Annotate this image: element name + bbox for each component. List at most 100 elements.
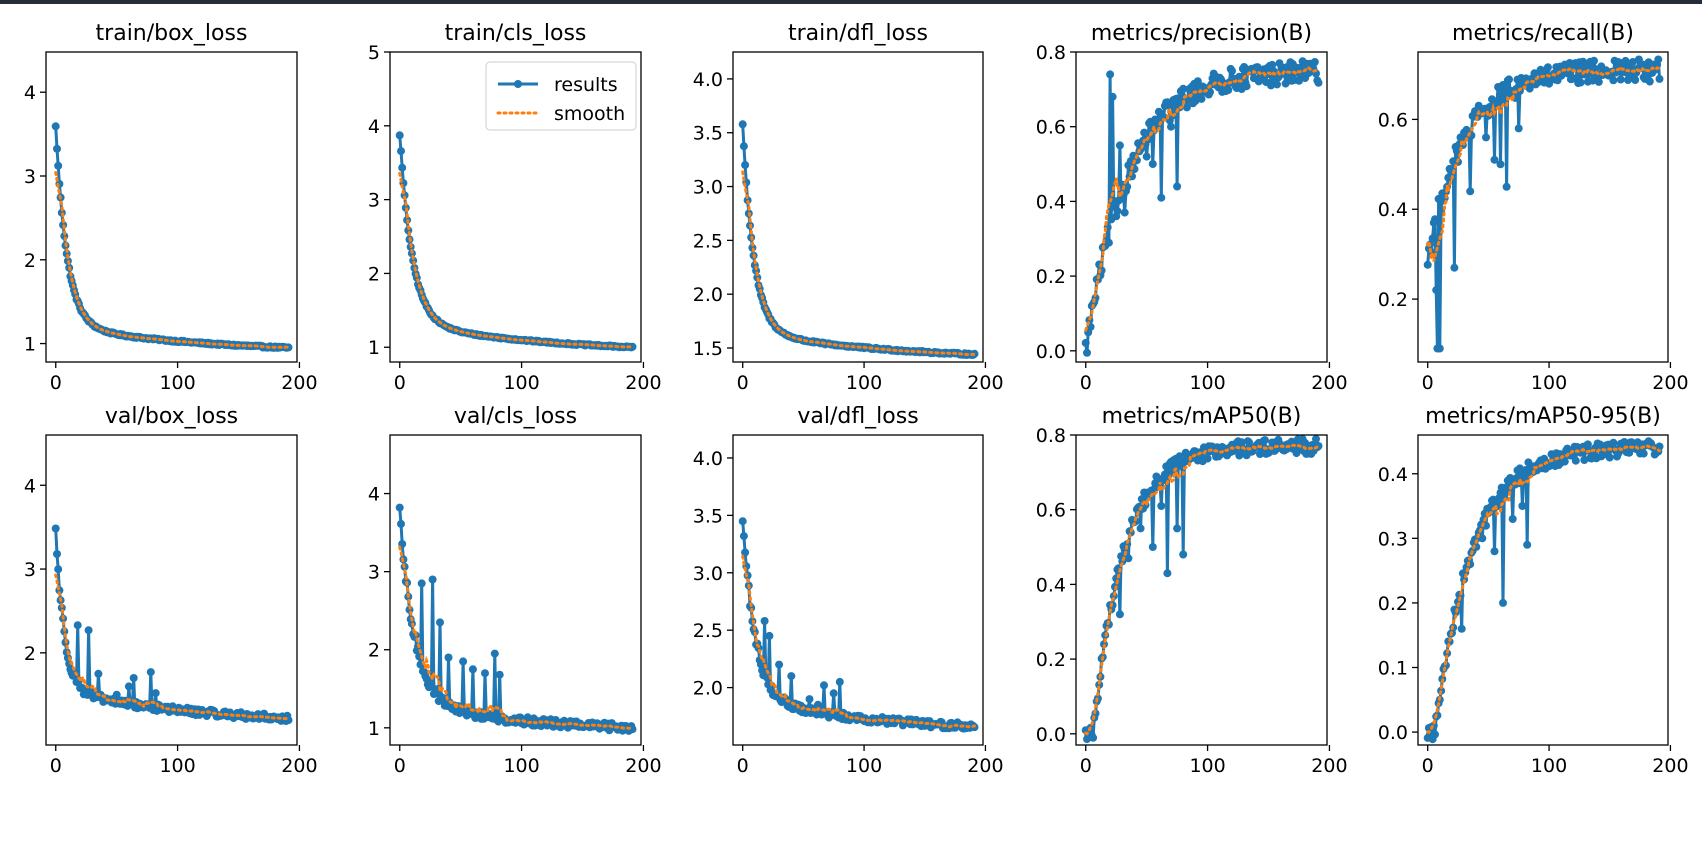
x-tick-label: 200 bbox=[967, 755, 1003, 777]
y-tick-label: 0.8 bbox=[1036, 42, 1066, 64]
axes-frame bbox=[1075, 434, 1328, 746]
results-point bbox=[1106, 70, 1115, 79]
x-tick-label: 0 bbox=[1422, 372, 1434, 394]
results-point bbox=[1478, 534, 1487, 543]
axes-frame bbox=[732, 434, 984, 746]
results-point bbox=[53, 550, 61, 558]
results-point bbox=[54, 565, 63, 574]
results-point bbox=[84, 626, 93, 635]
results-point bbox=[1245, 438, 1253, 447]
results-point bbox=[1314, 78, 1323, 87]
results-point bbox=[146, 668, 155, 677]
y-tick-label: 5 bbox=[368, 42, 380, 64]
results-point bbox=[1502, 182, 1511, 191]
results-markers bbox=[738, 517, 979, 733]
y-tick-label: 4 bbox=[24, 475, 36, 497]
results-point bbox=[1500, 95, 1509, 104]
y-tick-label: 3.0 bbox=[693, 177, 723, 199]
y-tick-label: 0.0 bbox=[1036, 724, 1066, 746]
results-point bbox=[1609, 438, 1618, 447]
results-point bbox=[1490, 155, 1499, 164]
results-point bbox=[1104, 238, 1113, 247]
subplot-6: val/cls_loss 0 100 200 1 2 3 4 bbox=[368, 404, 662, 777]
x-tick-label: 200 bbox=[1652, 372, 1688, 394]
results-point bbox=[1490, 547, 1499, 556]
x-tick-label: 0 bbox=[1422, 755, 1434, 777]
results-point bbox=[1431, 215, 1439, 224]
y-tick-label: 2.5 bbox=[693, 230, 723, 252]
x-tick-label: 100 bbox=[503, 755, 539, 777]
x-tick-label: 200 bbox=[625, 755, 661, 777]
legend-smooth-label: smooth bbox=[554, 103, 625, 125]
results-point bbox=[151, 689, 160, 698]
results-point bbox=[1560, 457, 1569, 466]
results-point bbox=[1113, 207, 1122, 216]
results-line bbox=[1426, 58, 1661, 350]
plot-area bbox=[1423, 437, 1664, 744]
results-point bbox=[1235, 72, 1244, 81]
legend-results-label: results bbox=[554, 74, 618, 96]
subplot-1: train/cls_loss 0 100 200 1 2 3 4 5 results smooth bbox=[368, 21, 662, 394]
x-tick-label: 0 bbox=[394, 755, 406, 777]
results-point bbox=[1173, 182, 1182, 191]
plot-area bbox=[738, 120, 979, 359]
y-tick-label: 1.5 bbox=[693, 338, 723, 360]
y-tick-label: 0.2 bbox=[1036, 649, 1066, 671]
y-tick-label: 2.0 bbox=[693, 284, 723, 306]
smooth-line bbox=[1426, 64, 1661, 262]
smooth-line bbox=[54, 171, 290, 349]
x-tick-label: 100 bbox=[846, 372, 882, 394]
results-point bbox=[1163, 569, 1172, 578]
results-point bbox=[1083, 348, 1091, 357]
results-point bbox=[428, 575, 437, 584]
results-line bbox=[1084, 437, 1320, 741]
smooth-line bbox=[398, 171, 634, 349]
x-tick-label: 100 bbox=[1189, 372, 1225, 394]
y-tick-label: 0.6 bbox=[1036, 117, 1066, 139]
results-point bbox=[1310, 58, 1319, 66]
results-point bbox=[1206, 88, 1214, 97]
y-tick-label: 4.0 bbox=[693, 69, 723, 91]
y-tick-label: 0.2 bbox=[1378, 593, 1408, 615]
results-point bbox=[427, 679, 436, 688]
subplot-title: metrics/mAP50(B) bbox=[1102, 404, 1302, 429]
x-tick-label: 200 bbox=[281, 755, 317, 777]
results-point bbox=[1173, 524, 1182, 533]
y-tick-label: 0.6 bbox=[1378, 109, 1408, 131]
smooth-line bbox=[1426, 444, 1661, 735]
results-point bbox=[1571, 456, 1580, 465]
results-point bbox=[444, 653, 453, 662]
results-point bbox=[1268, 60, 1277, 69]
results-point bbox=[765, 631, 774, 640]
results-point bbox=[1115, 141, 1124, 150]
results-point bbox=[1312, 435, 1320, 443]
results-point bbox=[468, 665, 477, 674]
y-tick-label: 3 bbox=[368, 562, 380, 584]
results-point bbox=[805, 695, 814, 704]
y-tick-label: 2.0 bbox=[693, 678, 723, 700]
results-markers bbox=[1423, 437, 1664, 744]
x-tick-label: 0 bbox=[50, 372, 62, 394]
results-point bbox=[1492, 98, 1501, 107]
results-point bbox=[1457, 624, 1466, 633]
results-markers bbox=[395, 131, 637, 352]
y-tick-label: 2 bbox=[24, 643, 36, 665]
results-point bbox=[1616, 75, 1625, 84]
subplot-title: train/box_loss bbox=[96, 21, 248, 46]
y-tick-label: 0.2 bbox=[1036, 266, 1066, 288]
smooth-line bbox=[398, 545, 634, 730]
axes-frame bbox=[389, 51, 642, 363]
subplot-title: metrics/mAP50-95(B) bbox=[1425, 404, 1661, 429]
y-tick-label: 0.2 bbox=[1378, 289, 1408, 311]
results-point bbox=[1580, 456, 1589, 464]
results-point bbox=[741, 161, 750, 169]
results-point bbox=[820, 681, 828, 690]
y-tick-label: 0.4 bbox=[1036, 191, 1066, 213]
subplot-title: val/box_loss bbox=[105, 404, 238, 429]
results-point bbox=[1482, 133, 1490, 142]
results-point bbox=[1120, 208, 1129, 217]
x-tick-label: 0 bbox=[50, 755, 62, 777]
results-point bbox=[1605, 453, 1614, 462]
results-point bbox=[1423, 260, 1432, 269]
results-point bbox=[94, 669, 103, 678]
